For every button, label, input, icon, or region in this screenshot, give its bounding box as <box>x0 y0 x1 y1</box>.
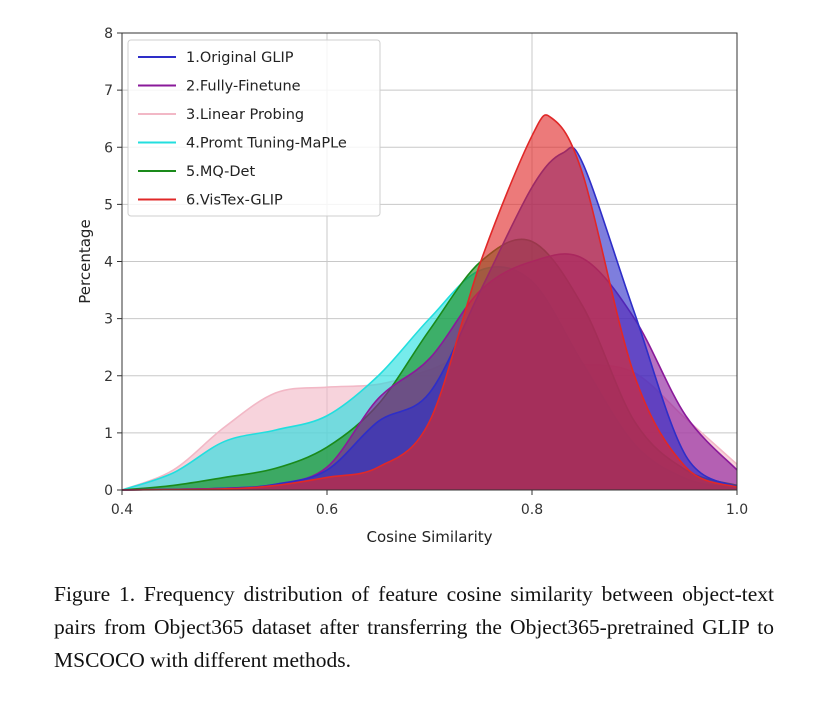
x-axis-ticks: 0.4 0.6 0.8 1.0 <box>111 490 748 518</box>
x-tick-label-0: 0.4 <box>111 502 133 518</box>
y-tick-label-0: 0 <box>104 483 113 499</box>
legend-box <box>127 39 381 217</box>
legend-label-vistex-glip: 6.VisTex-GLIP <box>186 193 283 209</box>
y-tick-label-4: 4 <box>104 255 113 271</box>
y-tick-label-6: 6 <box>104 140 113 156</box>
series-layer <box>121 114 738 491</box>
x-tick-label-1: 0.6 <box>316 502 338 518</box>
x-axis-title: Cosine Similarity <box>366 528 492 546</box>
legend-label-linear-probing: 3.Linear Probing <box>186 107 304 123</box>
y-tick-label-3: 3 <box>104 312 113 328</box>
y-tick-label-2: 2 <box>104 369 113 385</box>
y-axis-ticks: 0 1 2 3 4 5 6 7 8 <box>104 26 122 499</box>
chart: 0 1 2 3 4 5 6 7 8 0.4 0.6 0.8 1.0 Cosine Similarity… <box>76 26 748 546</box>
legend: 1.Original GLIP 2.Fully-Finetune 3.Linear … <box>127 39 381 217</box>
legend-label-promt-tuning-maple: 4.Promt Tuning-MaPLe <box>186 136 347 152</box>
figure-caption: Figure 1. Frequency distribution of feat… <box>54 582 774 672</box>
legend-label-fully-finetune: 2.Fully-Finetune <box>186 79 301 95</box>
series-area-vistex-glip <box>122 114 737 490</box>
y-tick-label-7: 7 <box>104 83 113 99</box>
y-tick-label-8: 8 <box>104 26 113 42</box>
series-line-vistex-glip <box>121 114 738 491</box>
x-tick-label-2: 0.8 <box>521 502 543 518</box>
y-axis-title: Percentage <box>76 219 94 303</box>
legend-label-mq-det: 5.MQ-Det <box>186 164 255 180</box>
y-tick-label-5: 5 <box>104 197 113 213</box>
x-tick-label-3: 1.0 <box>726 502 748 518</box>
y-tick-label-1: 1 <box>104 426 113 442</box>
legend-label-original-glip: 1.Original GLIP <box>186 50 294 66</box>
